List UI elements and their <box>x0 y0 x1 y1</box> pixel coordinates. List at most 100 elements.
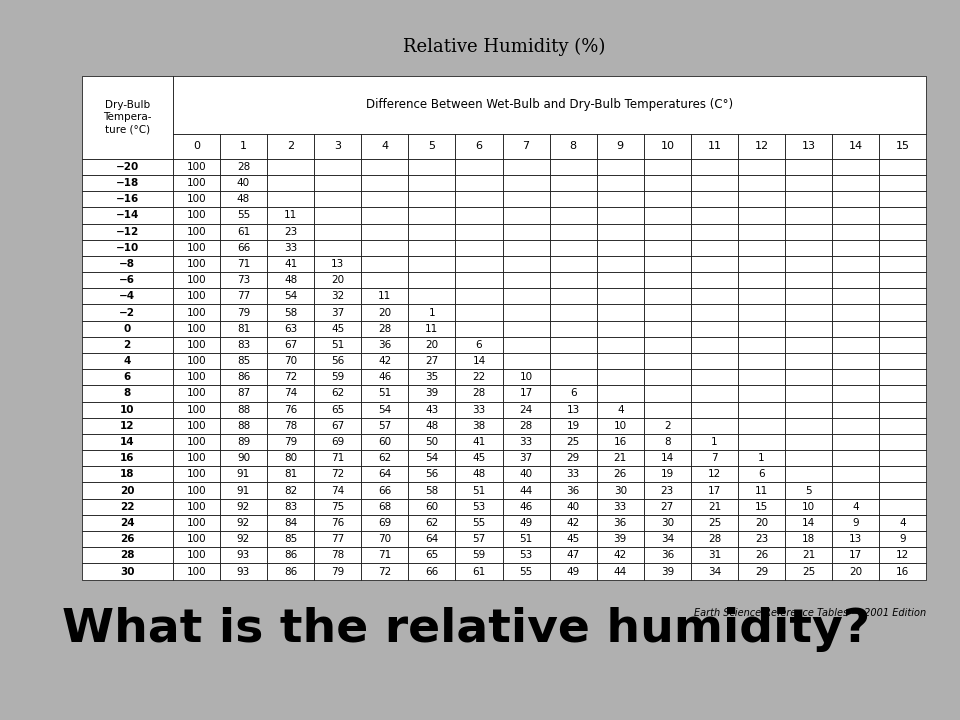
Text: 25: 25 <box>566 437 580 447</box>
Text: 10: 10 <box>660 141 674 151</box>
Text: 46: 46 <box>378 372 392 382</box>
Text: 17: 17 <box>708 485 721 495</box>
Text: 33: 33 <box>613 502 627 512</box>
Text: 29: 29 <box>755 567 768 577</box>
Text: 93: 93 <box>237 550 251 560</box>
Text: 42: 42 <box>566 518 580 528</box>
Text: 100: 100 <box>186 405 206 415</box>
Text: 100: 100 <box>186 324 206 333</box>
Text: 92: 92 <box>237 502 251 512</box>
Text: 78: 78 <box>331 550 345 560</box>
Text: 9: 9 <box>616 141 624 151</box>
Text: 48: 48 <box>284 275 298 285</box>
Text: 51: 51 <box>472 485 486 495</box>
Text: 18: 18 <box>120 469 134 480</box>
Text: 61: 61 <box>237 227 251 237</box>
Text: 91: 91 <box>237 485 251 495</box>
Text: 28: 28 <box>708 534 721 544</box>
Text: 100: 100 <box>186 194 206 204</box>
Text: 17: 17 <box>850 550 862 560</box>
Text: 100: 100 <box>186 420 206 431</box>
Text: 100: 100 <box>186 210 206 220</box>
Text: 20: 20 <box>755 518 768 528</box>
Text: 100: 100 <box>186 567 206 577</box>
Text: 17: 17 <box>519 389 533 398</box>
Text: 79: 79 <box>331 567 345 577</box>
Text: 36: 36 <box>378 340 392 350</box>
Text: 55: 55 <box>237 210 251 220</box>
Text: 62: 62 <box>378 453 392 463</box>
Text: 10: 10 <box>120 405 134 415</box>
Text: 59: 59 <box>331 372 345 382</box>
Text: 28: 28 <box>120 550 134 560</box>
Text: 66: 66 <box>378 485 392 495</box>
Text: 44: 44 <box>519 485 533 495</box>
Text: 10: 10 <box>803 502 815 512</box>
Text: 51: 51 <box>331 340 345 350</box>
Text: Earth Science Reference Tables — 2001 Edition: Earth Science Reference Tables — 2001 Ed… <box>694 608 926 618</box>
Text: 82: 82 <box>284 485 298 495</box>
Text: 77: 77 <box>237 292 251 302</box>
Text: 14: 14 <box>849 141 863 151</box>
Text: 76: 76 <box>284 405 298 415</box>
Text: 55: 55 <box>472 518 486 528</box>
Text: 11: 11 <box>284 210 298 220</box>
Text: 100: 100 <box>186 275 206 285</box>
Text: 77: 77 <box>331 534 345 544</box>
Text: 35: 35 <box>425 372 439 382</box>
Text: 83: 83 <box>284 502 298 512</box>
Text: 81: 81 <box>284 469 298 480</box>
Text: 2: 2 <box>124 340 131 350</box>
Text: 4: 4 <box>381 141 389 151</box>
Text: 11: 11 <box>755 485 768 495</box>
Text: 20: 20 <box>850 567 862 577</box>
Text: 100: 100 <box>186 372 206 382</box>
Text: 13: 13 <box>802 141 816 151</box>
Text: 33: 33 <box>566 469 580 480</box>
Text: 48: 48 <box>425 420 439 431</box>
Text: 51: 51 <box>519 534 533 544</box>
Text: 49: 49 <box>519 518 533 528</box>
Text: 54: 54 <box>425 453 439 463</box>
Text: 72: 72 <box>378 567 392 577</box>
Text: 5: 5 <box>428 141 436 151</box>
Text: 4: 4 <box>617 405 624 415</box>
Text: 2: 2 <box>664 420 671 431</box>
Text: 6: 6 <box>570 389 577 398</box>
Text: 79: 79 <box>237 307 251 318</box>
Text: 55: 55 <box>519 567 533 577</box>
Text: 12: 12 <box>897 550 909 560</box>
Text: 33: 33 <box>284 243 298 253</box>
Text: 48: 48 <box>237 194 251 204</box>
Text: 33: 33 <box>519 437 533 447</box>
Text: 49: 49 <box>566 567 580 577</box>
Text: 46: 46 <box>519 502 533 512</box>
Text: 21: 21 <box>802 550 815 560</box>
Text: 14: 14 <box>802 518 815 528</box>
Text: 88: 88 <box>237 405 251 415</box>
Text: 11: 11 <box>425 324 439 333</box>
Text: 75: 75 <box>331 502 345 512</box>
Text: 21: 21 <box>613 453 627 463</box>
Text: 34: 34 <box>708 567 721 577</box>
Text: 63: 63 <box>284 324 298 333</box>
Text: 68: 68 <box>378 502 392 512</box>
Text: 100: 100 <box>186 502 206 512</box>
Text: 100: 100 <box>186 243 206 253</box>
Text: 83: 83 <box>237 340 251 350</box>
Text: 41: 41 <box>472 437 486 447</box>
Text: 100: 100 <box>186 259 206 269</box>
Text: 16: 16 <box>613 437 627 447</box>
Text: 36: 36 <box>613 518 627 528</box>
Text: 70: 70 <box>378 534 392 544</box>
Text: 27: 27 <box>425 356 439 366</box>
Text: 36: 36 <box>566 485 580 495</box>
Text: 70: 70 <box>284 356 298 366</box>
Text: 24: 24 <box>519 405 533 415</box>
Text: 57: 57 <box>378 420 392 431</box>
Text: 89: 89 <box>237 437 251 447</box>
Text: 8: 8 <box>124 389 131 398</box>
Text: 51: 51 <box>378 389 392 398</box>
Text: 1: 1 <box>240 141 247 151</box>
Text: 48: 48 <box>472 469 486 480</box>
